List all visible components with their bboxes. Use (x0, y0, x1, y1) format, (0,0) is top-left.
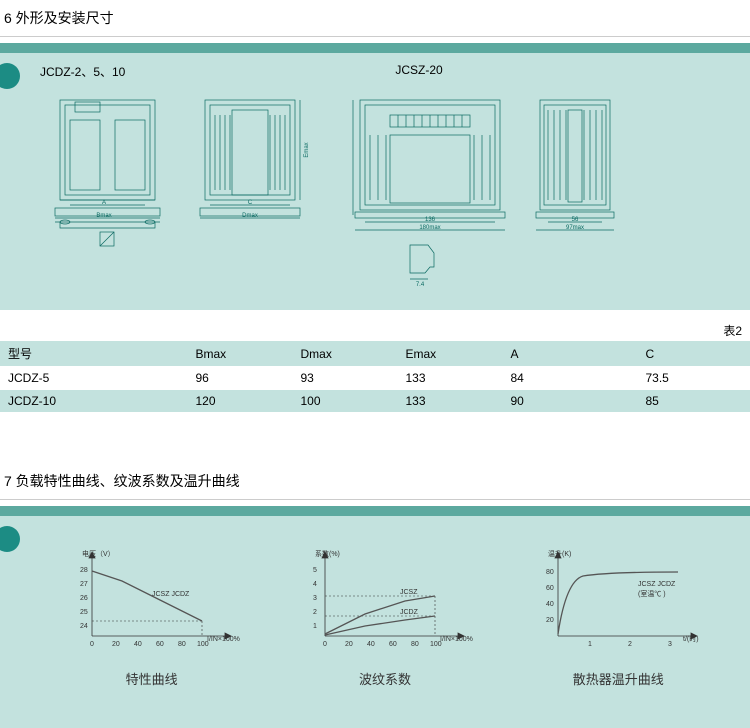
cell: 133 (398, 367, 503, 390)
xtick: 60 (156, 641, 164, 648)
ytick: 24 (80, 623, 88, 630)
ytick: 80 (546, 569, 554, 576)
th-emax: Emax (398, 341, 503, 367)
jcdz-diagram: A Bmax Emax C D (40, 90, 330, 280)
cell: 100 (293, 390, 398, 413)
charts-row: 电压（V） JCSZ JCDZ 24 25 26 27 28 0 20 40 6… (40, 526, 730, 698)
chart3-svg: 温升(K) JCSZ JCDZ (室温℃ ) 20 40 60 80 1 2 3… (528, 546, 708, 656)
cell: JCDZ-10 (0, 390, 188, 413)
dimension-table-wrap: 表2 型号 Bmax Dmax Emax A C JCDZ-5 96 93 13… (0, 320, 750, 413)
chart1-xlabel: I/IN×100%（%） (207, 635, 242, 643)
ytick: 28 (80, 567, 88, 574)
xtick: 0 (323, 641, 327, 648)
th-model: 型号 (0, 341, 188, 367)
ytick: 2 (313, 609, 317, 616)
xtick: 0 (90, 641, 94, 648)
chart2-series2: JCDZ (400, 609, 419, 616)
xtick: 2 (628, 641, 632, 648)
chart3-ylabel: 温升(K) (548, 549, 571, 558)
cell: 90 (503, 390, 638, 413)
ytick: 27 (80, 581, 88, 588)
teal-band-1 (0, 43, 750, 53)
chart1-ylabel: 电压（V） (82, 549, 115, 558)
section6-title: 6 外形及安装尺寸 (0, 0, 750, 37)
chart2-svg: 系数(%) JCSZ JCDZ 1 2 3 4 5 0 20 40 60 80 … (295, 546, 475, 656)
th-c: C (638, 341, 750, 367)
xtick: 3 (668, 641, 672, 648)
chart1-svg: 电压（V） JCSZ JCDZ 24 25 26 27 28 0 20 40 6… (62, 546, 242, 656)
xtick: 80 (178, 641, 186, 648)
model1-label: JCDZ-2、5、10 (40, 63, 125, 80)
chart2-title: 波纹系数 (295, 669, 475, 688)
xtick: 20 (112, 641, 120, 648)
cell: 93 (293, 367, 398, 390)
ytick: 25 (80, 609, 88, 616)
chart3-series: JCSZ JCDZ (638, 581, 676, 588)
ytick: 26 (80, 595, 88, 602)
chart2-series1: JCSZ (400, 589, 418, 596)
chart1-block: 电压（V） JCSZ JCDZ 24 25 26 27 28 0 20 40 6… (62, 546, 242, 688)
cell: 84 (503, 367, 638, 390)
dim-56: 56 (572, 217, 579, 223)
dim-Emax: Emax (304, 142, 310, 157)
chart3-sublabel: (室温℃ ) (638, 589, 666, 598)
xtick: 40 (367, 641, 375, 648)
chart2-xlabel: I/IN×100%（%） (440, 635, 475, 643)
model2-label: JCSZ-20 (395, 63, 442, 80)
ytick: 4 (313, 581, 317, 588)
section6-bullet-icon (0, 63, 20, 89)
section7-panel: 电压（V） JCSZ JCDZ 24 25 26 27 28 0 20 40 6… (0, 516, 750, 728)
xtick: 1 (588, 641, 592, 648)
section6-panel: JCDZ-2、5、10 JCSZ-20 (0, 53, 750, 310)
dim-C: C (248, 200, 253, 206)
dim-97max: 97max (566, 225, 584, 231)
teal-band-2 (0, 506, 750, 516)
ytick: 40 (546, 601, 554, 608)
cell: JCDZ-5 (0, 367, 188, 390)
section7-title: 7 负载特性曲线、纹波系数及温升曲线 (0, 463, 750, 500)
ytick: 1 (313, 623, 317, 630)
chart3-xlabel: t/(时) (683, 634, 699, 643)
table-row: JCDZ-5 96 93 133 84 73.5 (0, 367, 750, 390)
dim-180max: 180max (419, 225, 440, 231)
th-a: A (503, 341, 638, 367)
cell: 120 (188, 390, 293, 413)
ytick: 5 (313, 567, 317, 574)
cell: 85 (638, 390, 750, 413)
section7-bullet-icon (0, 526, 20, 552)
cell: 96 (188, 367, 293, 390)
xtick: 60 (389, 641, 397, 648)
diagram-row: A Bmax Emax C D (40, 90, 730, 290)
th-dmax: Dmax (293, 341, 398, 367)
chart1-title: 特性曲线 (62, 669, 242, 688)
table-header-row: 型号 Bmax Dmax Emax A C (0, 341, 750, 367)
dim-225max: 225max (350, 149, 352, 170)
chart3-title: 散热器温升曲线 (528, 669, 708, 688)
chart2-ylabel: 系数(%) (315, 549, 340, 558)
ytick: 3 (313, 595, 317, 602)
ytick: 60 (546, 585, 554, 592)
dim-Bmax: Bmax (96, 213, 111, 219)
table-row: JCDZ-10 120 100 133 90 85 (0, 390, 750, 413)
chart3-block: 温升(K) JCSZ JCDZ (室温℃ ) 20 40 60 80 1 2 3… (528, 546, 708, 688)
jcsz-diagram: 225max 136 180max 56 97m (350, 90, 640, 290)
th-bmax: Bmax (188, 341, 293, 367)
ytick: 20 (546, 617, 554, 624)
xtick: 20 (345, 641, 353, 648)
dim-7.4: 7.4 (416, 282, 425, 288)
dimension-table: 型号 Bmax Dmax Emax A C JCDZ-5 96 93 133 8… (0, 341, 750, 413)
dim-Dmax: Dmax (242, 213, 258, 219)
xtick: 40 (134, 641, 142, 648)
table-caption: 表2 (0, 320, 750, 341)
dim-A: A (102, 200, 106, 206)
cell: 133 (398, 390, 503, 413)
chart2-block: 系数(%) JCSZ JCDZ 1 2 3 4 5 0 20 40 60 80 … (295, 546, 475, 688)
dim-136: 136 (425, 217, 436, 223)
cell: 73.5 (638, 367, 750, 390)
xtick: 80 (411, 641, 419, 648)
model-labels: JCDZ-2、5、10 JCSZ-20 (40, 63, 730, 80)
chart1-series: JCSZ JCDZ (152, 591, 190, 598)
